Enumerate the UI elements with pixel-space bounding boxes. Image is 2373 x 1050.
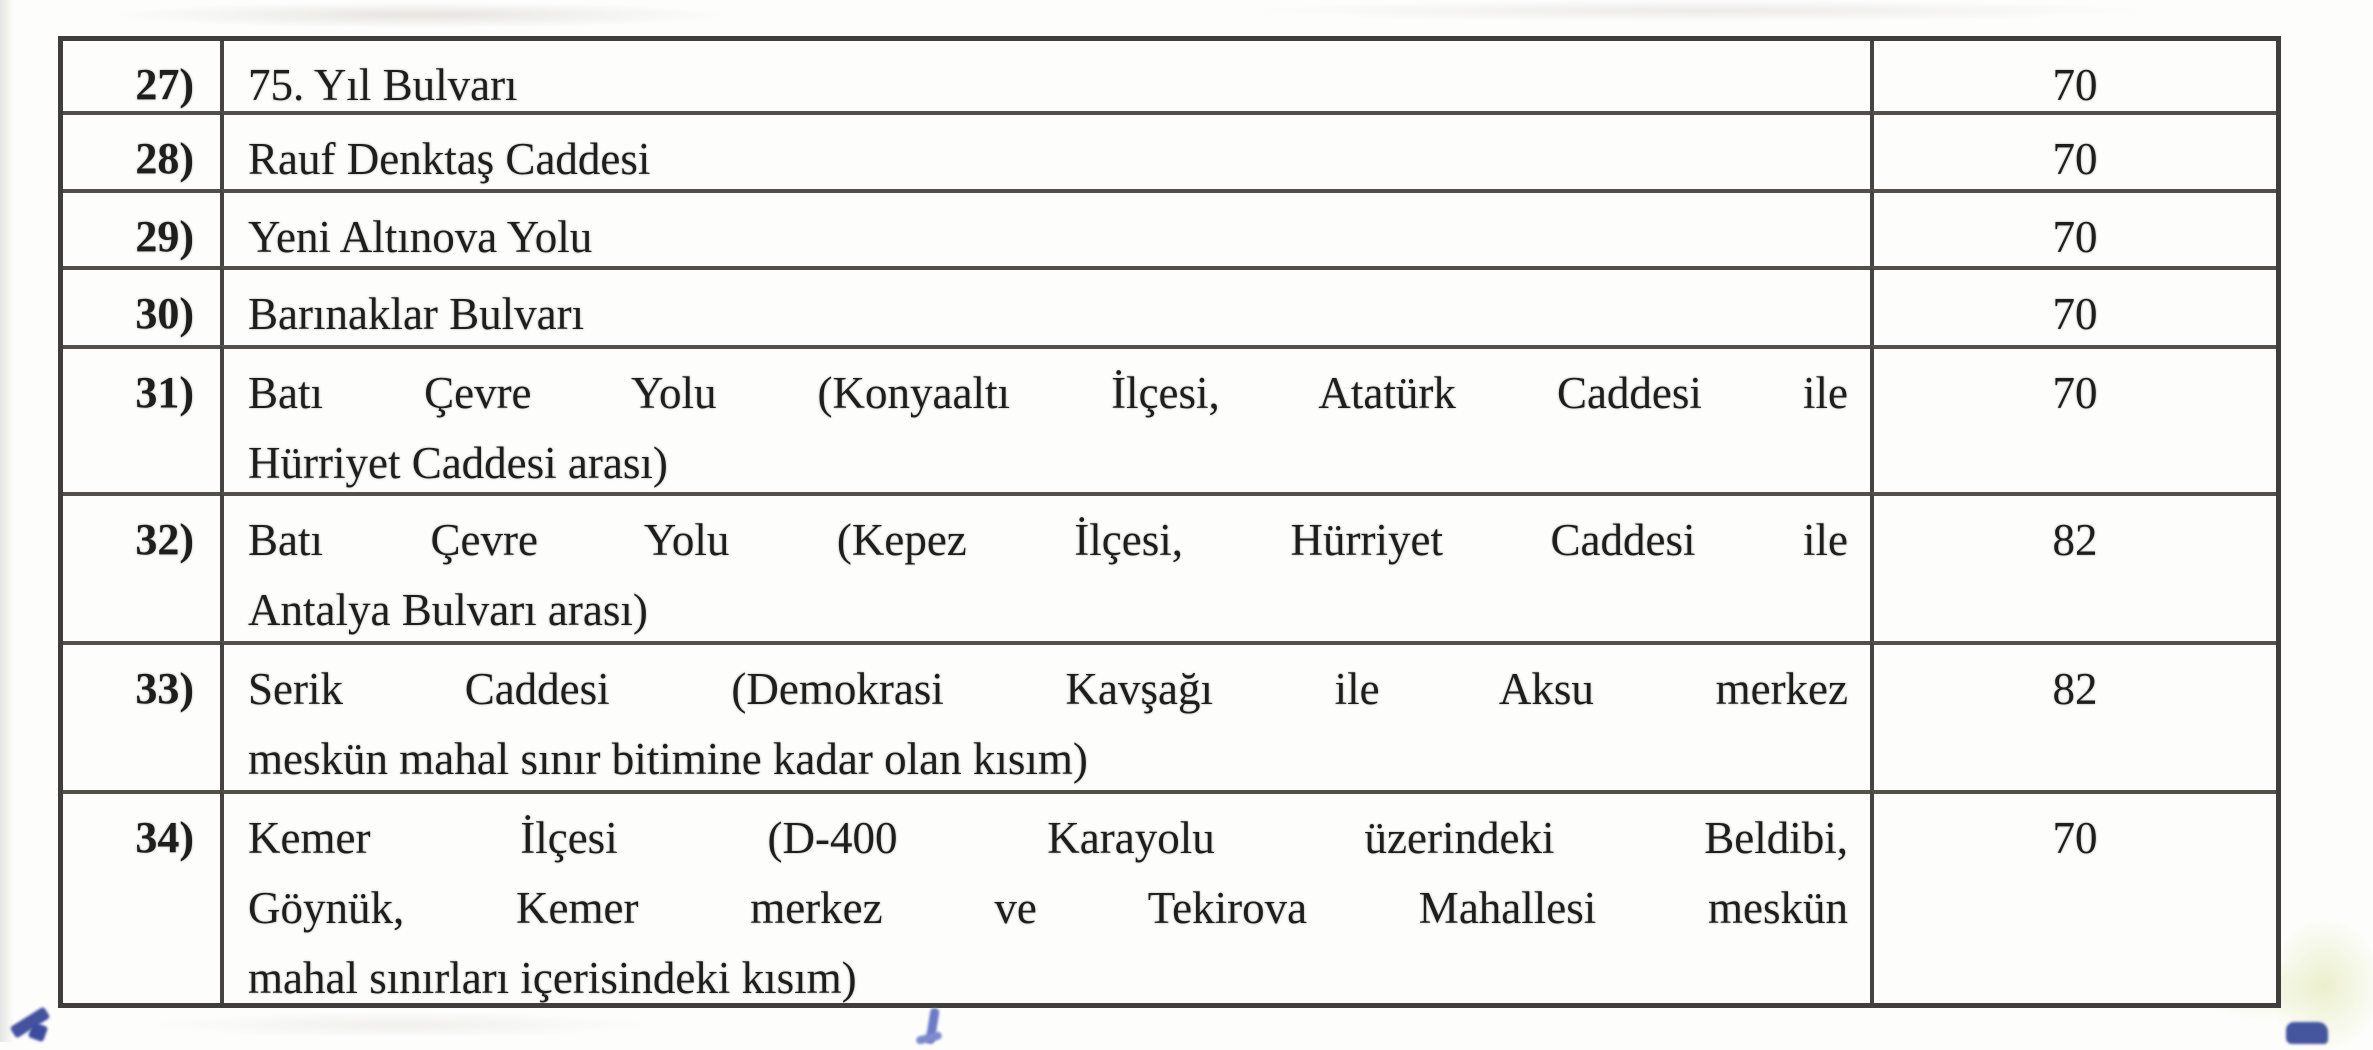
scan-smudge <box>1250 0 2150 22</box>
speed-limit-table: 27) 75. Yıl Bulvarı 70 28) Rauf Denktaş … <box>58 36 2281 1008</box>
row-number-cell: 33) <box>63 641 220 790</box>
road-name-cell: Kemer İlçesi (D-400 Karayolu üzerindeki … <box>220 790 1870 1003</box>
speed-value-cell: 82 <box>1870 492 2276 641</box>
road-name-line: Rauf Denktaş Caddesi <box>248 134 651 184</box>
speed-value-cell: 70 <box>1870 345 2276 492</box>
ink-mark <box>27 1021 49 1043</box>
speed-value-cell: 70 <box>1870 189 2276 266</box>
road-name-line: Antalya Bulvarı arası) <box>248 585 648 635</box>
road-name-cell: Yeni Altınova Yolu <box>220 189 1870 266</box>
road-name-cell: Rauf Denktaş Caddesi <box>220 111 1870 189</box>
road-name-cell: 75. Yıl Bulvarı <box>220 41 1870 111</box>
speed-value-cell: 70 <box>1870 266 2276 345</box>
road-name-line: Serik Caddesi (Demokrasi Kavşağı ile Aks… <box>248 664 1848 714</box>
scan-smudge <box>150 1012 650 1038</box>
speed-value-cell: 70 <box>1870 790 2276 1003</box>
road-name-line: Yeni Altınova Yolu <box>248 212 593 262</box>
speed-value-cell: 70 <box>1870 41 2276 111</box>
road-name-line: meskün mahal sınır bitimine kadar olan k… <box>248 734 1088 784</box>
road-name-line: Hürriyet Caddesi arası) <box>248 438 668 488</box>
row-number-cell: 28) <box>63 111 220 189</box>
speed-value-cell: 70 <box>1870 111 2276 189</box>
road-name-line: Barınaklar Bulvarı <box>248 289 585 339</box>
table-grid: 27) 75. Yıl Bulvarı 70 28) Rauf Denktaş … <box>63 41 2276 1003</box>
road-name-line: Kemer İlçesi (D-400 Karayolu üzerindeki … <box>248 813 1848 863</box>
row-number-cell: 31) <box>63 345 220 492</box>
road-name-cell: Batı Çevre Yolu (Konyaaltı İlçesi, Atatü… <box>220 345 1870 492</box>
road-name-line: mahal sınırları içerisindeki kısım) <box>248 953 857 1003</box>
road-name-cell: Serik Caddesi (Demokrasi Kavşağı ile Aks… <box>220 641 1870 790</box>
road-name-line: Batı Çevre Yolu (Kepez İlçesi, Hürriyet … <box>248 515 1848 565</box>
scan-stain-green <box>2270 920 2373 1050</box>
scan-edge-shadow <box>0 0 14 1042</box>
road-name-line: Göynük, Kemer merkez ve Tekirova Mahalle… <box>248 883 1848 933</box>
ink-mark <box>925 1007 940 1045</box>
road-name-cell: Barınaklar Bulvarı <box>220 266 1870 345</box>
ink-mark <box>9 1006 51 1039</box>
road-name-line: Batı Çevre Yolu (Konyaaltı İlçesi, Atatü… <box>248 368 1848 418</box>
road-name-line: 75. Yıl Bulvarı <box>248 60 518 110</box>
row-number-cell: 32) <box>63 492 220 641</box>
row-number-cell: 27) <box>135 60 194 109</box>
scan-smudge <box>110 2 730 28</box>
ink-mark <box>915 1030 943 1046</box>
row-number-cell: 29) <box>63 189 220 266</box>
ink-mark <box>2286 1022 2328 1044</box>
speed-value-cell: 82 <box>1870 641 2276 790</box>
row-number-cell: 30) <box>63 266 220 345</box>
road-name-cell: Batı Çevre Yolu (Kepez İlçesi, Hürriyet … <box>220 492 1870 641</box>
row-number-cell: 34) <box>63 790 220 1003</box>
